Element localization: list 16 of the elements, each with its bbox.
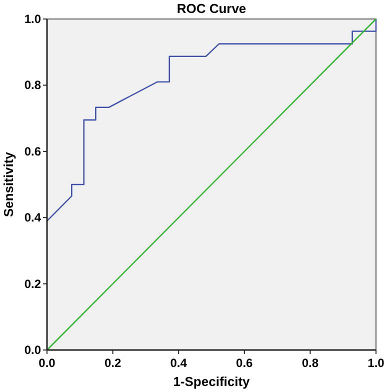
x-tick-label: 1.0 xyxy=(368,356,385,370)
chart-title: ROC Curve xyxy=(176,1,246,16)
y-tick-label: 1.0 xyxy=(24,12,42,26)
y-tick-label: 0.8 xyxy=(24,78,42,92)
x-axis-title: 1-Specificity xyxy=(173,374,251,389)
y-axis-title: Sensitivity xyxy=(1,151,16,218)
x-tick-label: 0.6 xyxy=(236,356,254,370)
line-series xyxy=(46,18,377,222)
x-tick-label: 0.4 xyxy=(170,356,188,370)
x-tick-label: 0.2 xyxy=(104,356,122,370)
x-tick-label: 0.8 xyxy=(302,356,319,370)
y-tick-label: 0.0 xyxy=(24,343,42,357)
x-tick-label: 0.0 xyxy=(38,356,56,370)
y-tick-label: 0.6 xyxy=(24,144,42,158)
y-tick-label: 0.4 xyxy=(24,210,42,225)
y-tick-label: 0.2 xyxy=(24,276,42,291)
